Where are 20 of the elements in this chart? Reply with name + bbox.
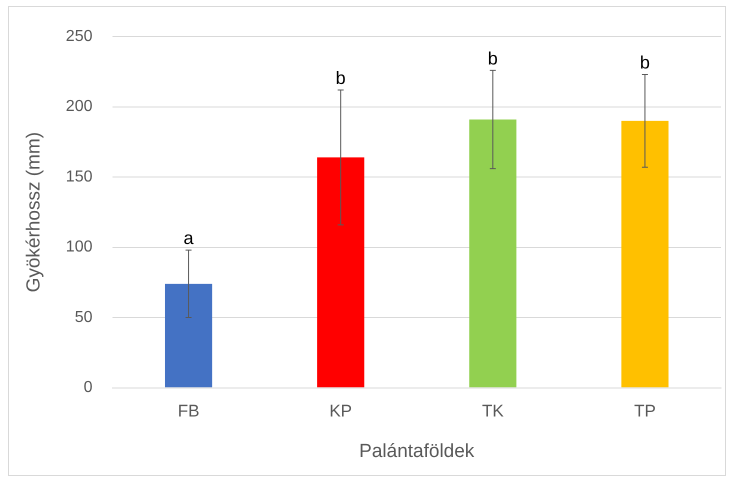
y-tick-label: 100 — [66, 238, 93, 256]
y-tick-label: 200 — [66, 98, 93, 116]
y-axis-title: Gyökérhossz (mm) — [24, 132, 45, 292]
annotation: a — [184, 228, 195, 248]
y-tick-label: 150 — [66, 168, 93, 186]
annotation: b — [336, 68, 346, 88]
annotation: b — [488, 48, 498, 68]
x-tick-label: KP — [329, 402, 352, 421]
y-tick-label: 250 — [66, 28, 93, 46]
bar — [317, 157, 364, 388]
bar — [164, 284, 212, 388]
bar — [621, 120, 669, 388]
x-axis-title: Palántaföldek — [359, 440, 475, 462]
x-tick-label: TK — [482, 402, 504, 421]
y-tick-label: 0 — [84, 379, 93, 396]
annotation: b — [640, 52, 650, 72]
x-tick-label: FB — [178, 402, 200, 421]
x-tick-label: TP — [634, 402, 656, 421]
y-tick-label: 50 — [74, 308, 93, 326]
bar — [469, 119, 516, 388]
